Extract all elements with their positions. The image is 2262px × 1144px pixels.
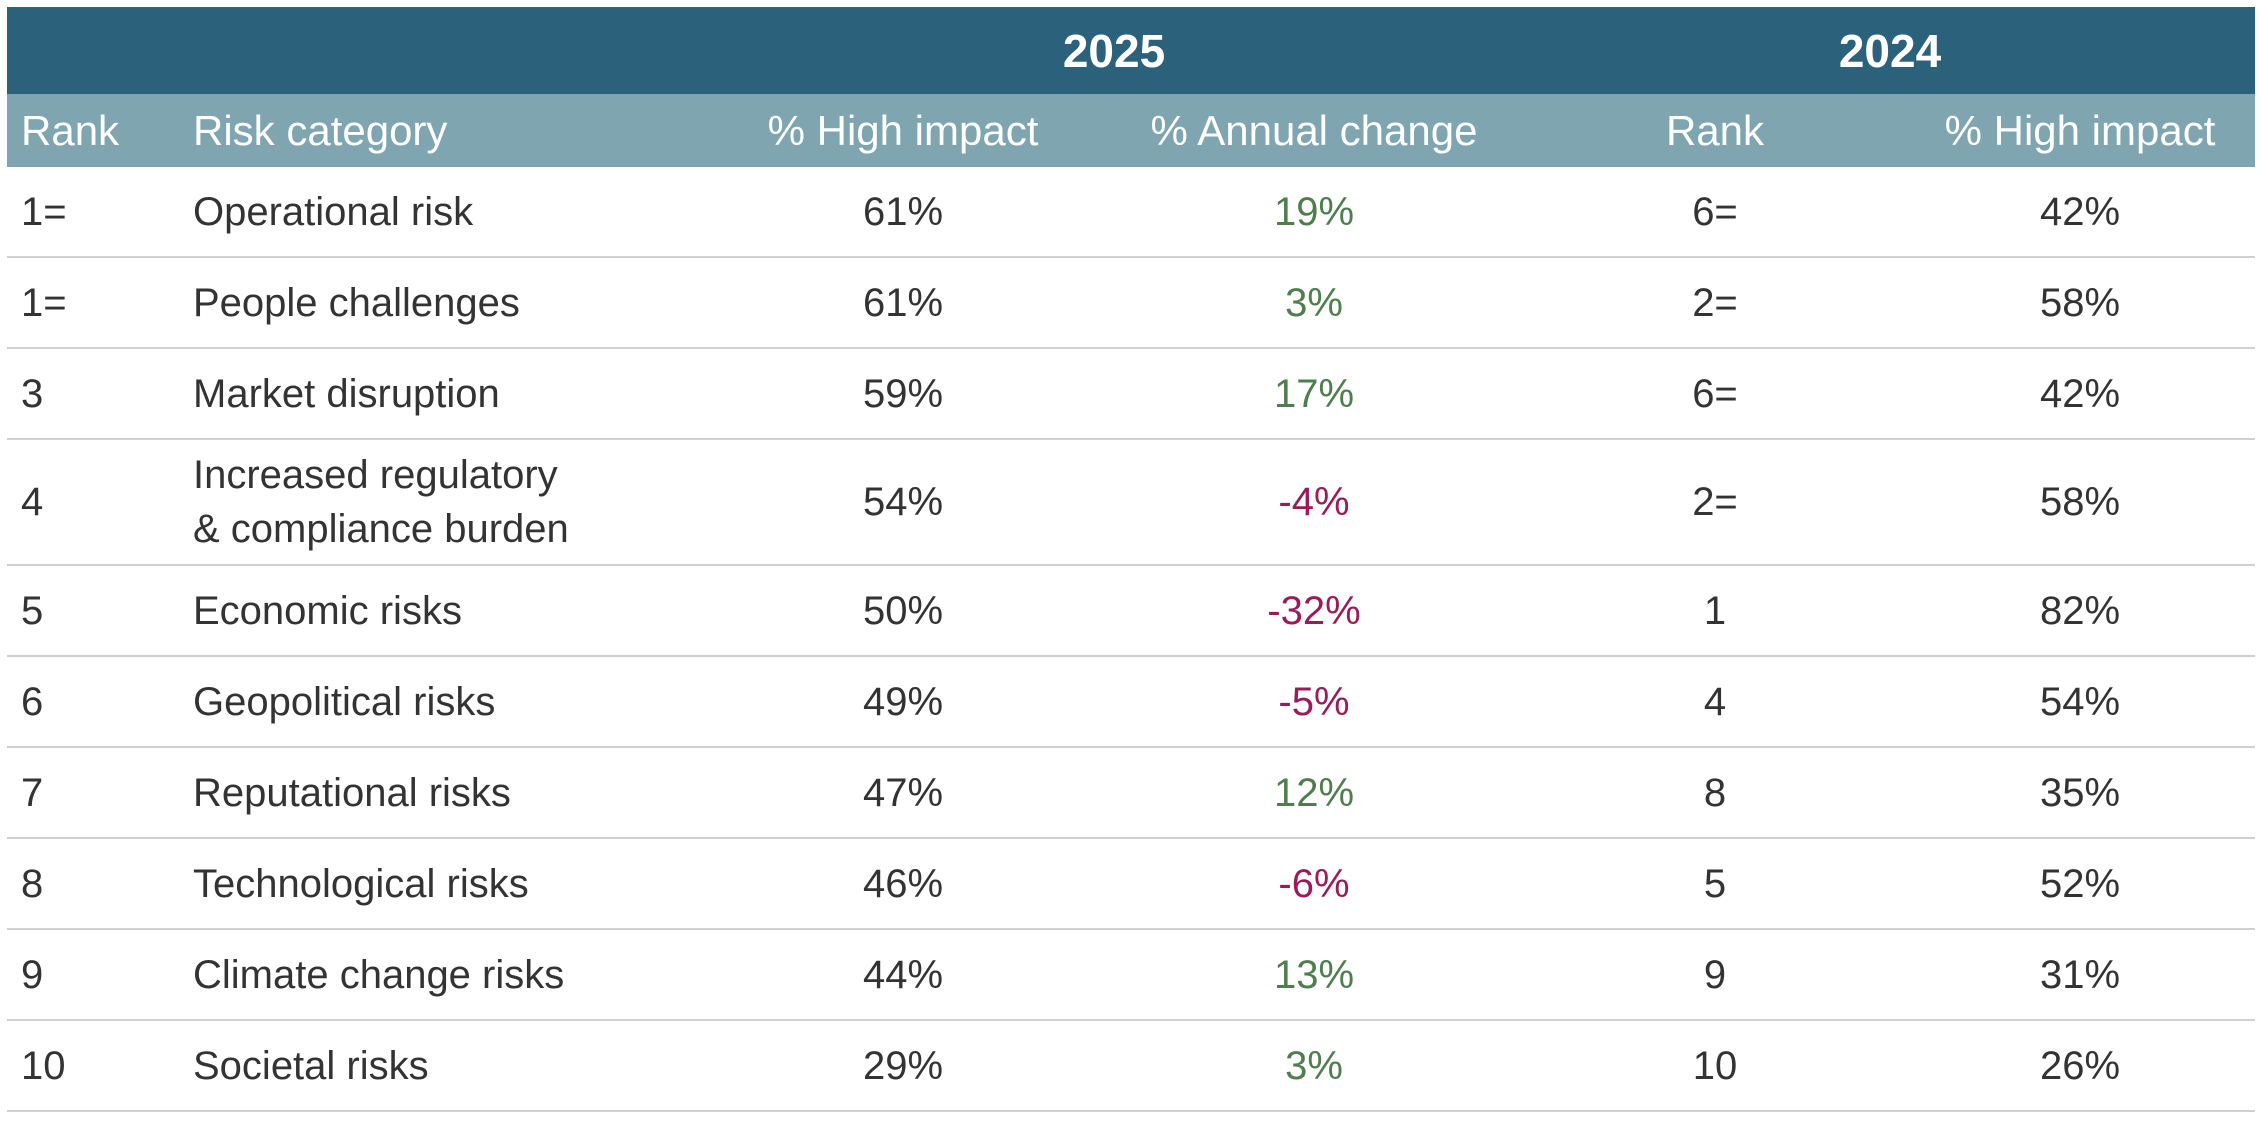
col-header-rank-2024: Rank — [1525, 94, 1905, 167]
col-header-rank: Rank — [7, 94, 173, 167]
year-header-row: 2025 2024 — [7, 7, 2255, 94]
cell-rank: 5 — [7, 565, 173, 657]
col-header-annual-change: % Annual change — [1103, 94, 1525, 167]
table-row: 3 Market disruption 59% 17% 6= 42% — [7, 348, 2255, 440]
cell-annual-change: 3% — [1103, 257, 1525, 349]
table-row: 4 Increased regulatory & compliance burd… — [7, 439, 2255, 566]
cell-high-impact-2024: 35% — [1905, 747, 2255, 839]
cell-high-impact-2024: 31% — [1905, 929, 2255, 1021]
category-line: People challenges — [193, 280, 520, 325]
cell-rank: 1= — [7, 257, 173, 349]
cell-rank: 10 — [7, 1020, 173, 1112]
risk-table: 2025 2024 Rank Risk category % High impa… — [7, 7, 2255, 1112]
cell-high-impact-2024: 82% — [1905, 565, 2255, 657]
category-line: Economic risks — [193, 588, 462, 633]
category-line: Climate change risks — [193, 952, 565, 997]
cell-risk-category: Geopolitical risks — [173, 656, 703, 748]
cell-rank-2024: 6= — [1525, 167, 1905, 258]
cell-risk-category: Societal risks — [173, 1020, 703, 1112]
table-row: 1= Operational risk 61% 19% 6= 42% — [7, 167, 2255, 258]
cell-rank-2024: 5 — [1525, 838, 1905, 930]
cell-high-impact-2025: 29% — [703, 1020, 1103, 1112]
cell-annual-change: -32% — [1103, 565, 1525, 657]
column-header-row: Rank Risk category % High impact % Annua… — [7, 94, 2255, 167]
cell-annual-change: 3% — [1103, 1020, 1525, 1112]
year-header-2025: 2025 — [703, 7, 1525, 94]
cell-high-impact-2024: 42% — [1905, 348, 2255, 440]
cell-rank-2024: 4 — [1525, 656, 1905, 748]
cell-rank-2024: 2= — [1525, 439, 1905, 566]
risk-ranking-table: 2025 2024 Rank Risk category % High impa… — [7, 7, 2255, 1112]
category-line: Technological risks — [193, 861, 529, 906]
cell-rank: 8 — [7, 838, 173, 930]
category-line: Reputational risks — [193, 770, 511, 815]
cell-high-impact-2025: 44% — [703, 929, 1103, 1021]
cell-high-impact-2025: 61% — [703, 257, 1103, 349]
cell-risk-category: Technological risks — [173, 838, 703, 930]
cell-rank-2024: 2= — [1525, 257, 1905, 349]
cell-high-impact-2024: 52% — [1905, 838, 2255, 930]
table-row: 9 Climate change risks 44% 13% 9 31% — [7, 929, 2255, 1021]
cell-annual-change: -4% — [1103, 439, 1525, 566]
category-line: Market disruption — [193, 371, 500, 416]
cell-risk-category: Economic risks — [173, 565, 703, 657]
table-row: 8 Technological risks 46% -6% 5 52% — [7, 838, 2255, 930]
cell-risk-category: Reputational risks — [173, 747, 703, 839]
cell-high-impact-2024: 42% — [1905, 167, 2255, 258]
cell-annual-change: 17% — [1103, 348, 1525, 440]
table-body: 1= Operational risk 61% 19% 6= 42% 1= Pe… — [7, 167, 2255, 1112]
cell-risk-category: People challenges — [173, 257, 703, 349]
cell-risk-category: Operational risk — [173, 167, 703, 258]
category-line: Geopolitical risks — [193, 679, 496, 724]
cell-annual-change: 13% — [1103, 929, 1525, 1021]
cell-high-impact-2024: 26% — [1905, 1020, 2255, 1112]
cell-annual-change: 19% — [1103, 167, 1525, 258]
col-header-high-impact-2024: % High impact — [1905, 94, 2255, 167]
cell-high-impact-2024: 58% — [1905, 439, 2255, 566]
cell-high-impact-2025: 50% — [703, 565, 1103, 657]
table-row: 5 Economic risks 50% -32% 1 82% — [7, 565, 2255, 657]
cell-high-impact-2025: 54% — [703, 439, 1103, 566]
cell-rank-2024: 8 — [1525, 747, 1905, 839]
cell-risk-category: Climate change risks — [173, 929, 703, 1021]
cell-rank: 3 — [7, 348, 173, 440]
cell-rank-2024: 9 — [1525, 929, 1905, 1021]
year-header-spacer — [7, 7, 703, 94]
cell-annual-change: -6% — [1103, 838, 1525, 930]
cell-rank: 6 — [7, 656, 173, 748]
table-row: 1= People challenges 61% 3% 2= 58% — [7, 257, 2255, 349]
cell-high-impact-2025: 59% — [703, 348, 1103, 440]
table-row: 7 Reputational risks 47% 12% 8 35% — [7, 747, 2255, 839]
year-header-2024: 2024 — [1525, 7, 2255, 94]
table-row: 6 Geopolitical risks 49% -5% 4 54% — [7, 656, 2255, 748]
cell-risk-category: Increased regulatory & compliance burden — [173, 439, 703, 566]
cell-risk-category: Market disruption — [173, 348, 703, 440]
cell-high-impact-2025: 49% — [703, 656, 1103, 748]
cell-annual-change: 12% — [1103, 747, 1525, 839]
cell-high-impact-2025: 46% — [703, 838, 1103, 930]
cell-high-impact-2024: 54% — [1905, 656, 2255, 748]
cell-rank: 7 — [7, 747, 173, 839]
col-header-risk-category: Risk category — [173, 94, 703, 167]
category-line-2: & compliance burden — [193, 507, 569, 551]
cell-high-impact-2025: 61% — [703, 167, 1103, 258]
cell-annual-change: -5% — [1103, 656, 1525, 748]
col-header-high-impact-2025: % High impact — [703, 94, 1103, 167]
category-line: Societal risks — [193, 1043, 429, 1088]
category-line: Increased regulatory — [193, 453, 558, 497]
cell-rank: 9 — [7, 929, 173, 1021]
cell-rank: 1= — [7, 167, 173, 258]
table-row: 10 Societal risks 29% 3% 10 26% — [7, 1020, 2255, 1112]
cell-rank-2024: 10 — [1525, 1020, 1905, 1112]
cell-high-impact-2025: 47% — [703, 747, 1103, 839]
cell-rank: 4 — [7, 439, 173, 566]
cell-rank-2024: 6= — [1525, 348, 1905, 440]
cell-rank-2024: 1 — [1525, 565, 1905, 657]
cell-high-impact-2024: 58% — [1905, 257, 2255, 349]
category-line: Operational risk — [193, 189, 474, 234]
